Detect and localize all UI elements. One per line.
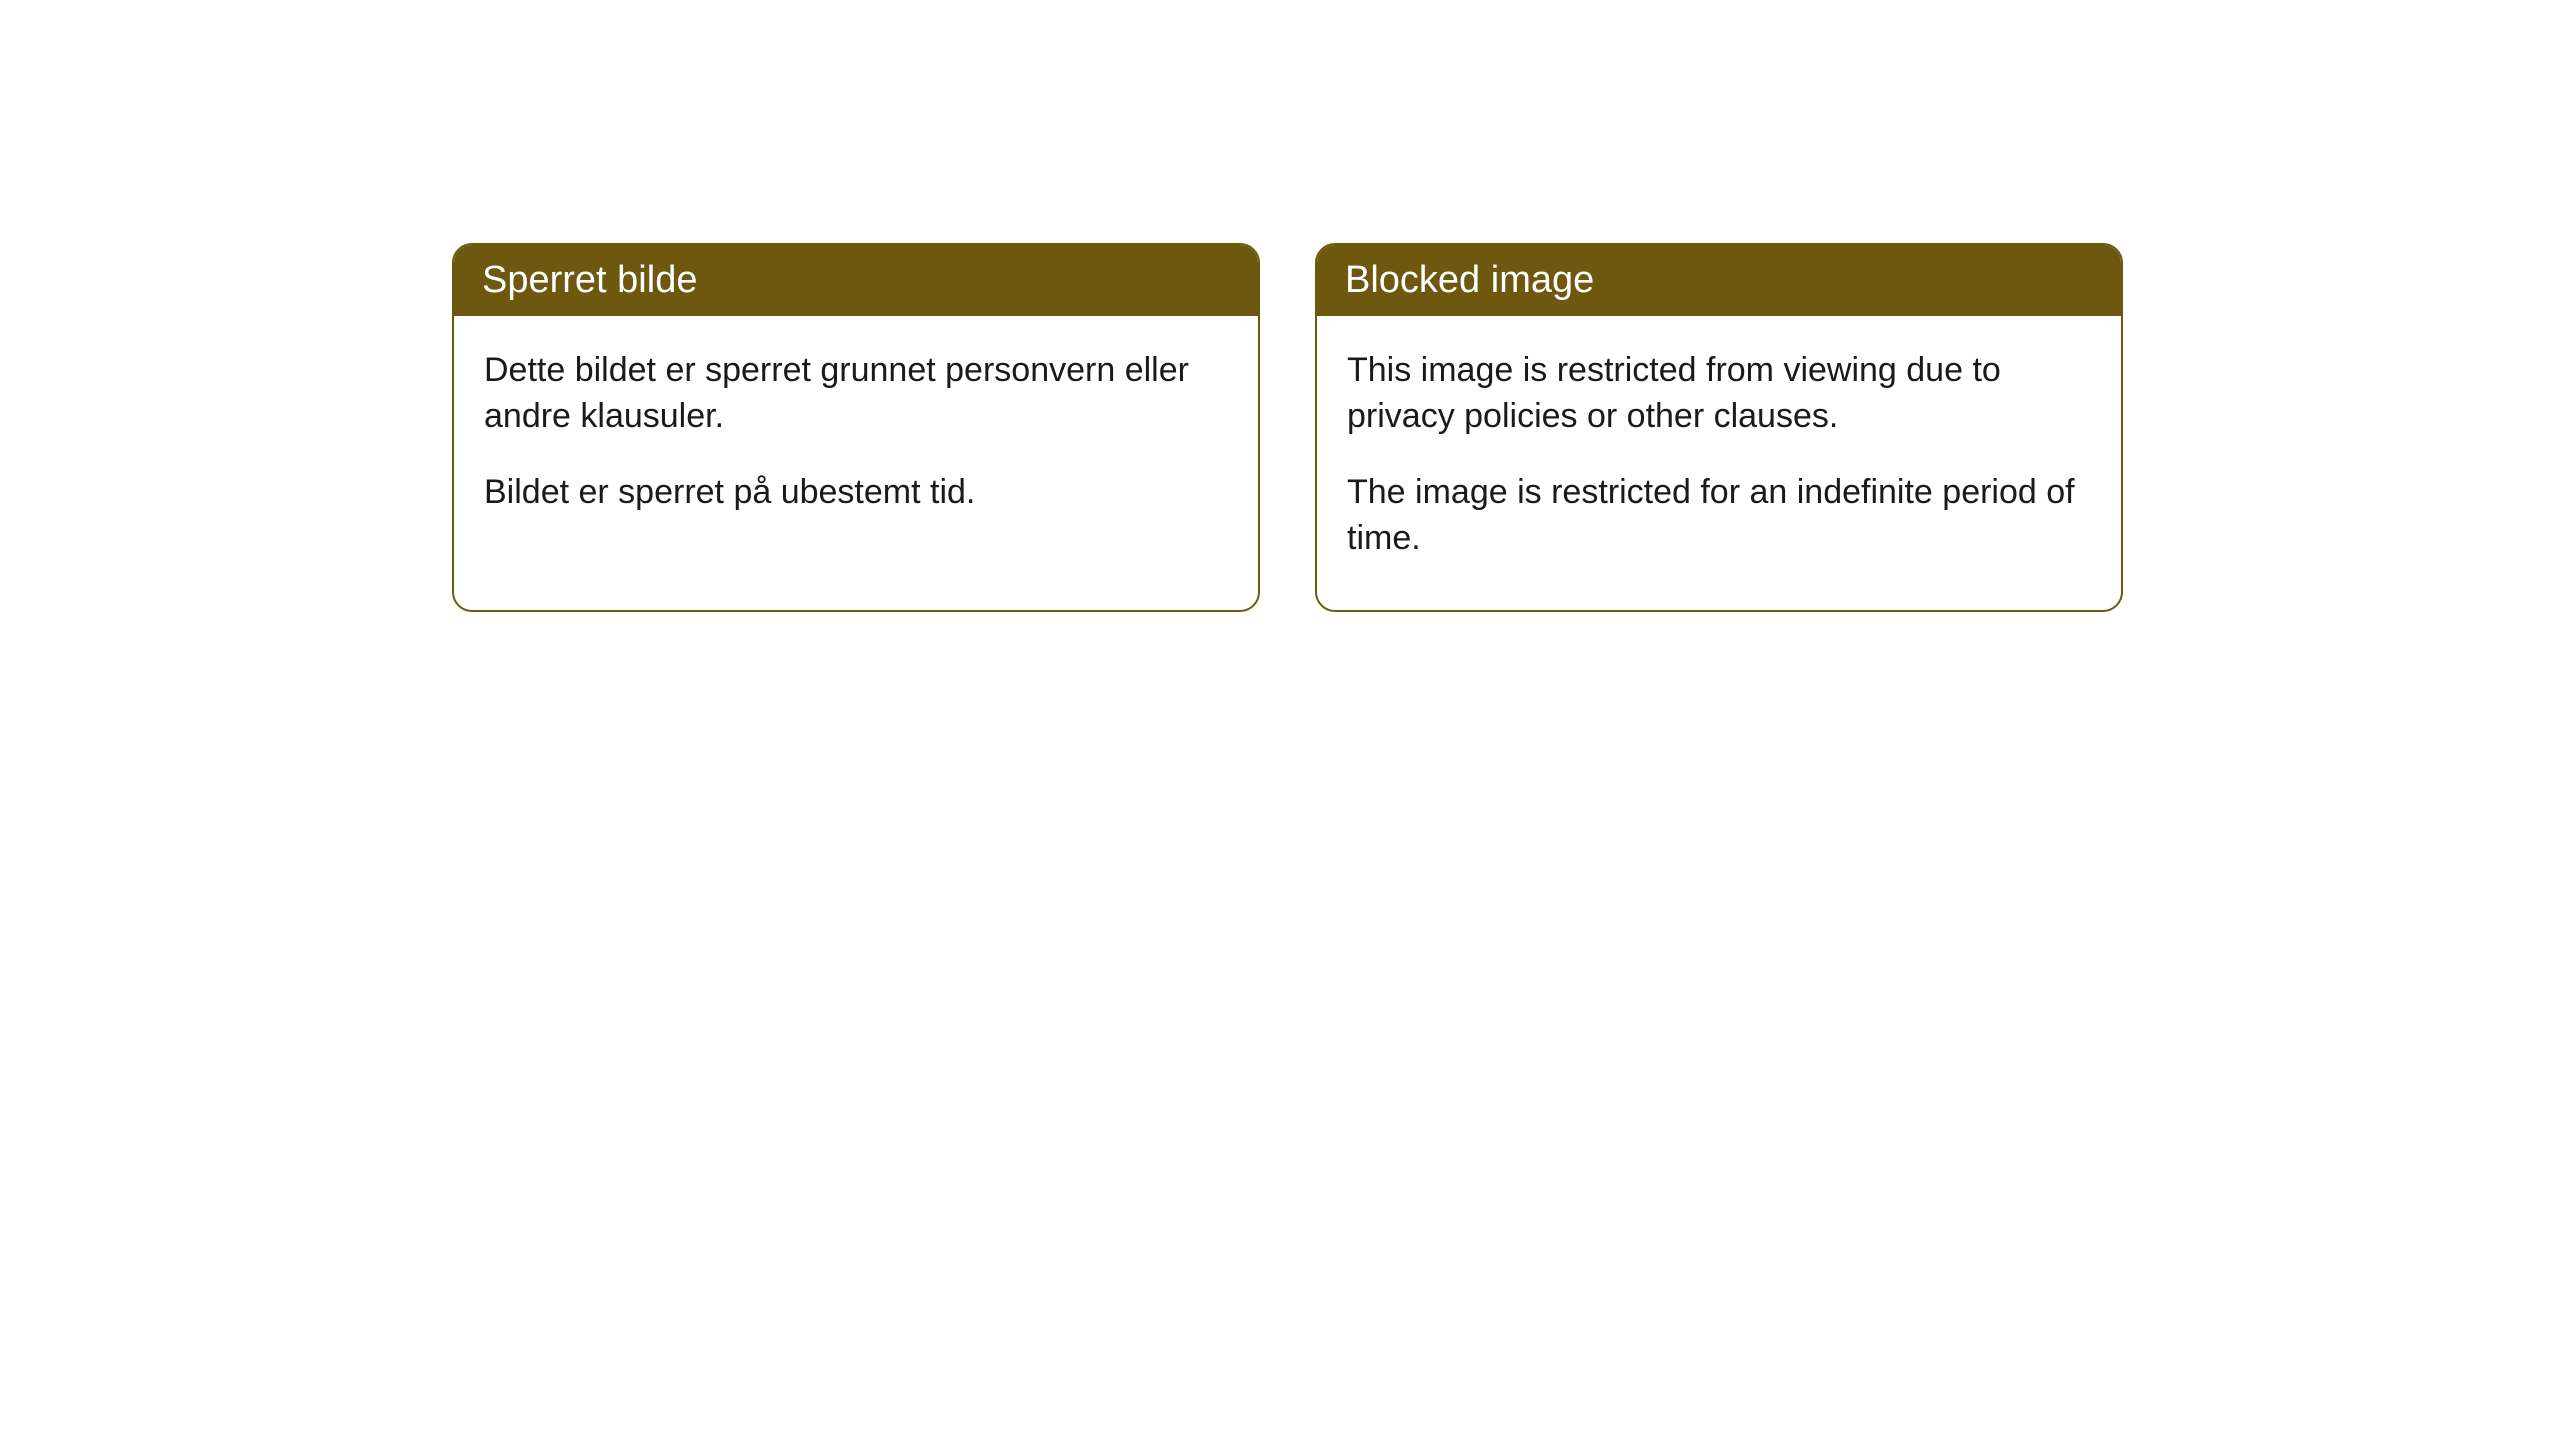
notice-card-english: Blocked image This image is restricted f…: [1315, 243, 2123, 612]
card-header: Blocked image: [1317, 245, 2121, 316]
card-paragraph: The image is restricted for an indefinit…: [1347, 470, 2091, 562]
card-title: Sperret bilde: [482, 259, 697, 301]
card-body: This image is restricted from viewing du…: [1317, 316, 2121, 610]
card-body: Dette bildet er sperret grunnet personve…: [454, 316, 1258, 564]
card-header: Sperret bilde: [454, 245, 1258, 316]
notice-card-norwegian: Sperret bilde Dette bildet er sperret gr…: [452, 243, 1260, 612]
notice-cards-container: Sperret bilde Dette bildet er sperret gr…: [452, 243, 2560, 612]
card-title: Blocked image: [1345, 259, 1594, 301]
card-paragraph: Bildet er sperret på ubestemt tid.: [484, 470, 1228, 516]
card-paragraph: Dette bildet er sperret grunnet personve…: [484, 348, 1228, 440]
card-paragraph: This image is restricted from viewing du…: [1347, 348, 2091, 440]
